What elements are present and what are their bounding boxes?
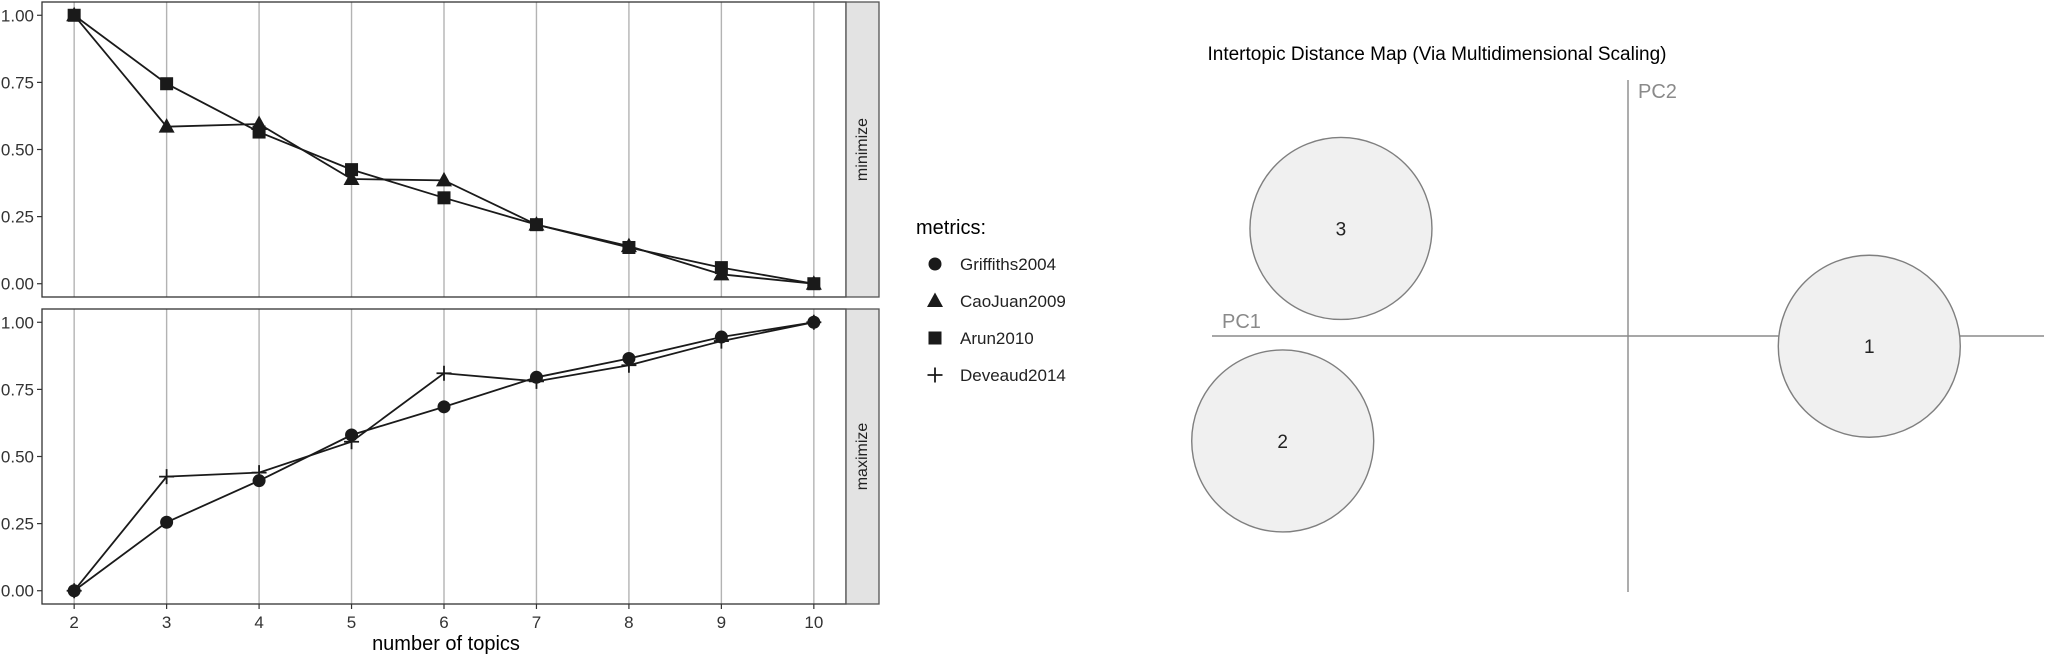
x-axis: 2 3 4 5 6 7 8 9 10 [69,604,823,632]
y-tick-label: 0.50 [1,141,34,160]
topic-label: 2 [1277,432,1288,453]
x-tick-label: 7 [532,613,541,632]
facet-maximize: 0.00 0.25 0.50 0.75 1.00 maximize [1,308,880,605]
data-point [436,365,452,381]
topic-bubble [1191,349,1375,533]
y-tick-label: 0.00 [1,582,34,601]
y-tick-label: 0.75 [1,380,34,399]
data-point [159,469,175,485]
topic-label: 3 [1336,219,1347,240]
data-point [714,261,728,275]
topic-bubble [1249,136,1433,321]
data-point [436,171,452,187]
pc2-label: PC2 [1638,81,1677,103]
x-axis-title: number of topics [372,633,520,655]
pc1-label: PC1 [1222,311,1261,333]
y-tick-label: 0.00 [1,275,34,294]
y-tick-label: 0.50 [1,448,34,467]
data-point [529,218,543,232]
y-tick-label: 0.25 [1,208,34,227]
topic-bubble [1777,254,1961,438]
legend-key [928,257,942,271]
legend-label: CaoJuan2009 [960,292,1066,311]
facet-strip-label: maximize [854,423,871,491]
data-point [437,400,451,414]
y-tick-label: 0.75 [1,73,34,92]
x-tick-label: 10 [804,613,823,632]
facet-strip [845,308,880,605]
data-point [345,163,359,177]
legend-label: Griffiths2004 [960,255,1056,274]
x-tick-label: 8 [624,613,633,632]
x-tick-label: 4 [254,613,263,632]
data-point [160,77,174,91]
data-point [807,277,821,291]
legend-key [927,367,943,383]
data-point [160,515,174,529]
y-tick-label: 1.00 [1,313,34,332]
y-tick-label: 0.25 [1,515,34,534]
data-point [437,191,451,205]
legend-key [928,331,942,345]
x-tick-label: 3 [162,613,171,632]
x-tick-label: 5 [347,613,356,632]
x-tick-label: 2 [69,613,78,632]
intertopic-distance-map: Intertopic Distance Map (Via Multidimens… [1191,44,2044,592]
data-point [66,583,82,599]
data-point [713,333,729,349]
facet-minimize: 0.00 0.25 0.50 0.75 1.00 minimize [1,1,880,298]
legend-key [927,292,943,307]
map-title: Intertopic Distance Map (Via Multidimens… [1207,44,1666,65]
data-point [343,170,360,186]
data-point [251,465,267,481]
facet-strip [845,1,880,298]
data-point [252,474,266,488]
legend-label: Arun2010 [960,329,1034,348]
x-tick-label: 9 [717,613,726,632]
data-point [528,373,544,389]
data-point [622,240,636,254]
data-point [806,314,822,330]
topic-label: 1 [1864,337,1875,358]
topic-metrics-chart: 0.00 0.25 0.50 0.75 1.00 minimize 0.00 0.25 0.5… [1,1,1066,655]
legend-label: Deveaud2014 [960,366,1066,385]
data-point [67,8,81,22]
x-tick-label: 6 [439,613,448,632]
data-point [344,434,360,450]
facet-strip-label: minimize [854,118,871,181]
data-point [252,125,266,139]
y-tick-label: 1.00 [1,6,34,25]
legend-title: metrics: [916,217,986,239]
data-point [158,118,175,133]
data-point [621,357,637,373]
legend: metrics: Griffiths2004 CaoJuan2009 Arun201… [916,217,1066,385]
